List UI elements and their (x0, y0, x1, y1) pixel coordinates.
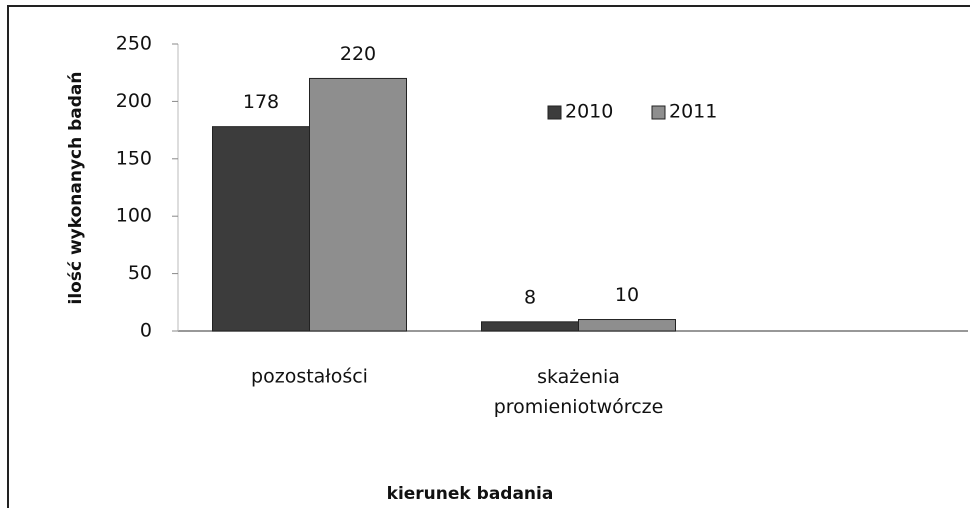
y-tick-label: 150 (116, 147, 152, 169)
x-tick-label: pozostałości (251, 366, 368, 388)
x-tick-label-line: promieniotwórcze (494, 396, 664, 418)
legend-label: 2010 (565, 101, 613, 123)
legend-label: 2011 (669, 101, 717, 123)
value-label: 10 (615, 284, 639, 306)
legend-swatch (547, 105, 562, 120)
value-label: 8 (524, 286, 536, 308)
y-axis-title: ilość wykonanych badań (66, 71, 86, 304)
bar (481, 321, 579, 332)
y-tick-label: 250 (116, 33, 152, 55)
bar (309, 77, 407, 332)
legend-swatch (651, 105, 666, 120)
x-tick-label-line: skażenia (537, 366, 620, 388)
value-label: 178 (243, 91, 279, 113)
value-label: 220 (340, 43, 376, 65)
x-tick-label: skażenia promieniotwórcze (494, 366, 664, 418)
chart-frame (7, 5, 970, 508)
y-tick-label: 0 (140, 320, 152, 342)
y-tick-label: 200 (116, 90, 152, 112)
y-tick-label: 50 (128, 262, 152, 284)
bar (212, 126, 310, 332)
x-axis-title: kierunek badania (387, 484, 554, 504)
bar (578, 319, 676, 332)
y-tick-label: 100 (116, 205, 152, 227)
